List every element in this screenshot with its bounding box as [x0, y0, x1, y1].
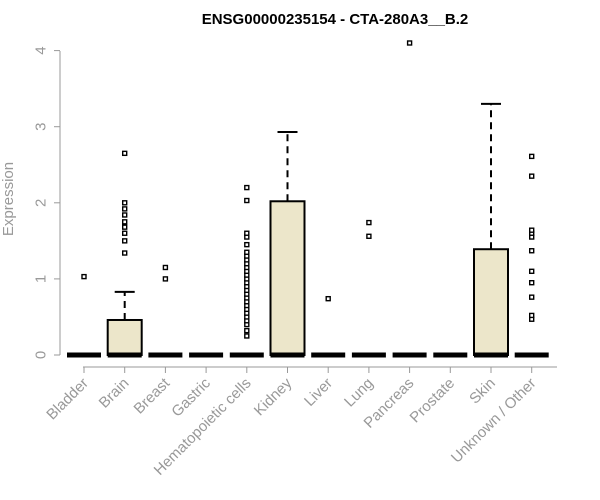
- box-group-skin: [473, 102, 509, 358]
- outlier-point: [244, 249, 250, 255]
- y-axis-label: Expression: [0, 162, 17, 236]
- outlier-point: [529, 173, 535, 179]
- box-group-breast: [148, 264, 183, 358]
- outlier-point: [366, 219, 372, 226]
- outlier-point: [121, 150, 128, 157]
- box-group-unknown-other: [514, 153, 549, 358]
- box-group-hematopoietic-cells: [229, 184, 264, 358]
- chart-title: ENSG00000235154 - CTA-280A3__B.2: [202, 11, 469, 28]
- outlier-point: [121, 250, 128, 256]
- outlier-point: [121, 238, 128, 244]
- x-tick-label: Bladder: [43, 375, 92, 424]
- x-tick-label: Prostate: [407, 375, 459, 427]
- outlier-point: [162, 264, 169, 271]
- y-tick-label: 1: [32, 275, 49, 283]
- outlier-point: [81, 273, 87, 280]
- outlier-point: [529, 227, 535, 233]
- outlier-point: [244, 230, 250, 236]
- box-group-bladder: [67, 273, 101, 358]
- box-group-brain: [106, 150, 143, 358]
- box-series: [67, 40, 549, 358]
- x-tick-label: Liver: [301, 375, 336, 410]
- outlier-point: [529, 268, 535, 274]
- outlier-point: [121, 206, 128, 212]
- y-axis-ticks: 0 1 2 3 4: [32, 46, 60, 359]
- x-tick-label: Lung: [341, 375, 377, 411]
- y-tick-label: 0: [32, 351, 49, 359]
- box-group-liver: [311, 295, 346, 358]
- outlier-point: [529, 248, 535, 254]
- outlier-point: [162, 276, 169, 282]
- box-body: [269, 200, 306, 356]
- outlier-point: [121, 224, 128, 230]
- outlier-point: [121, 212, 128, 218]
- y-tick-label: 4: [32, 46, 49, 54]
- box-body: [106, 318, 143, 356]
- outlier-point: [244, 197, 250, 204]
- y-tick-label: 3: [32, 123, 49, 131]
- outlier-point: [121, 200, 128, 206]
- box-group-pancreas: [392, 40, 427, 358]
- outlier-point: [325, 295, 331, 302]
- outlier-point: [244, 333, 250, 339]
- x-tick-label: Brain: [96, 375, 133, 412]
- box-group-kidney: [269, 131, 306, 358]
- outlier-point: [529, 153, 535, 160]
- y-tick-label: 2: [32, 199, 49, 207]
- outlier-point: [121, 230, 128, 236]
- x-tick-label: Skin: [466, 375, 499, 408]
- outlier-point: [529, 280, 535, 286]
- box-group-lung: [351, 219, 386, 358]
- outlier-point: [244, 184, 250, 191]
- box-body: [473, 248, 509, 356]
- x-tick-label: Breast: [131, 374, 174, 417]
- outlier-point: [529, 294, 535, 300]
- outlier-point: [366, 233, 372, 239]
- outlier-point: [244, 241, 250, 248]
- outlier-point: [529, 312, 535, 319]
- outlier-point: [121, 219, 128, 225]
- outlier-point: [244, 327, 250, 334]
- outlier-point: [406, 40, 413, 46]
- x-tick-label: Kidney: [251, 374, 296, 419]
